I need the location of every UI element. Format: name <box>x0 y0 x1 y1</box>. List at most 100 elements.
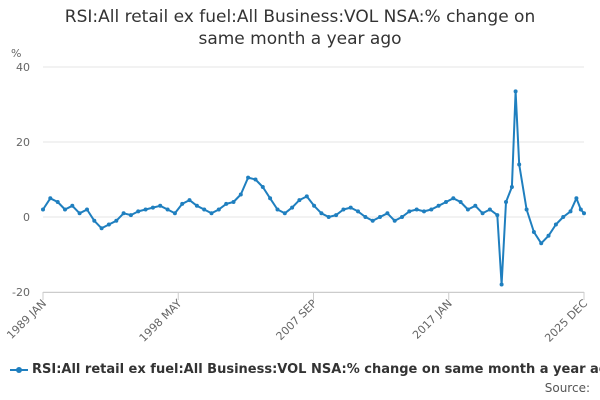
data-point[interactable] <box>216 207 221 212</box>
data-point[interactable] <box>231 200 236 204</box>
legend-label: RSI:All retail ex fuel:All Business:VOL … <box>32 362 600 377</box>
data-point[interactable] <box>180 201 185 206</box>
data-point[interactable] <box>582 211 586 216</box>
x-tick-label: 1998 MAY <box>137 297 185 345</box>
data-point[interactable] <box>578 207 583 212</box>
y-axis-unit-label: % <box>11 47 21 60</box>
data-point[interactable] <box>312 203 317 208</box>
data-point[interactable] <box>546 233 551 238</box>
data-point[interactable] <box>370 218 375 223</box>
data-point[interactable] <box>451 196 456 201</box>
data-point[interactable] <box>392 218 397 223</box>
data-point[interactable] <box>290 205 295 210</box>
data-point[interactable] <box>385 211 390 216</box>
data-point[interactable] <box>224 201 229 206</box>
x-tick-label: 2017 JAN <box>410 297 455 342</box>
data-point[interactable] <box>209 211 214 216</box>
data-point[interactable] <box>128 213 133 218</box>
chart-title-line-1: RSI:All retail ex fuel:All Business:VOL … <box>64 7 536 27</box>
data-point[interactable] <box>187 198 192 203</box>
data-point[interactable] <box>524 207 529 212</box>
data-point[interactable] <box>458 200 463 204</box>
data-point[interactable] <box>495 213 500 218</box>
chart-title: RSI:All retail ex fuel:All Business:VOL … <box>0 6 600 50</box>
data-point[interactable] <box>499 282 504 287</box>
data-point[interactable] <box>378 215 382 219</box>
data-point[interactable] <box>85 207 89 212</box>
data-point[interactable] <box>165 207 170 212</box>
data-point[interactable] <box>436 203 441 208</box>
y-tick-label: 0 <box>23 211 30 224</box>
data-point[interactable] <box>326 215 331 219</box>
y-tick-label: -20 <box>12 286 30 299</box>
data-point[interactable] <box>407 209 412 214</box>
x-tick-label: 2025 DEC <box>542 297 590 345</box>
data-point[interactable] <box>348 205 353 210</box>
data-point[interactable] <box>55 200 60 204</box>
data-point[interactable] <box>504 200 508 204</box>
data-point[interactable] <box>114 218 119 223</box>
data-point[interactable] <box>268 196 273 201</box>
data-point[interactable] <box>282 211 287 216</box>
data-point[interactable] <box>429 207 434 212</box>
data-point[interactable] <box>275 207 280 212</box>
data-point[interactable] <box>92 218 97 223</box>
data-point[interactable] <box>574 196 579 201</box>
y-axis: %40 20 0 -20 <box>11 47 30 299</box>
y-tick-label: 40 <box>16 61 30 74</box>
data-point[interactable] <box>304 194 309 199</box>
data-point[interactable] <box>136 209 141 214</box>
data-point[interactable] <box>473 203 478 208</box>
data-point[interactable] <box>422 209 426 214</box>
data-point[interactable] <box>70 203 75 208</box>
source-label: Source: <box>544 381 590 395</box>
chart-title-line-2: same month a year ago <box>198 29 402 49</box>
data-point[interactable] <box>202 207 207 212</box>
data-point[interactable] <box>41 207 45 212</box>
data-point[interactable] <box>334 213 339 218</box>
legend[interactable]: RSI:All retail ex fuel:All Business:VOL … <box>10 362 600 377</box>
x-axis: 1989 JAN 1998 MAY 2007 SEP 2017 JAN 2025 DEC <box>4 292 590 345</box>
data-point[interactable] <box>400 215 404 219</box>
data-point[interactable] <box>150 205 155 210</box>
data-point[interactable] <box>553 222 558 227</box>
data-point[interactable] <box>106 222 111 227</box>
data-point[interactable] <box>487 207 492 212</box>
data-point[interactable] <box>341 207 346 212</box>
data-point[interactable] <box>414 207 419 212</box>
data-point[interactable] <box>480 211 485 216</box>
data-point[interactable] <box>194 203 199 208</box>
data-point[interactable] <box>444 200 448 204</box>
data-point[interactable] <box>539 241 544 246</box>
data-point[interactable] <box>172 211 177 216</box>
data-point[interactable] <box>253 177 258 182</box>
data-point[interactable] <box>143 207 148 212</box>
data-point[interactable] <box>158 203 163 208</box>
x-tick-label: 2007 SEP <box>274 297 320 343</box>
y-tick-label: 20 <box>16 136 30 149</box>
data-point[interactable] <box>99 226 104 231</box>
data-point[interactable] <box>561 215 566 219</box>
data-point[interactable] <box>517 162 522 167</box>
data-point[interactable] <box>319 211 324 216</box>
data-point[interactable] <box>238 192 243 197</box>
data-point[interactable] <box>356 209 360 214</box>
data-point[interactable] <box>63 207 67 212</box>
data-point[interactable] <box>77 211 82 216</box>
series-line <box>42 90 585 286</box>
data-point[interactable] <box>568 209 573 214</box>
data-point[interactable] <box>531 230 536 234</box>
data-point[interactable] <box>48 196 53 201</box>
x-tick-label: 1989 JAN <box>4 297 49 342</box>
legend-swatch-icon <box>10 365 28 375</box>
series-group <box>41 89 586 287</box>
data-point[interactable] <box>465 207 470 212</box>
data-point[interactable] <box>513 89 518 94</box>
data-point[interactable] <box>246 175 251 180</box>
data-point[interactable] <box>363 215 368 219</box>
data-point[interactable] <box>260 185 265 189</box>
data-point[interactable] <box>121 211 126 216</box>
data-point[interactable] <box>509 185 514 189</box>
data-point[interactable] <box>297 198 302 203</box>
